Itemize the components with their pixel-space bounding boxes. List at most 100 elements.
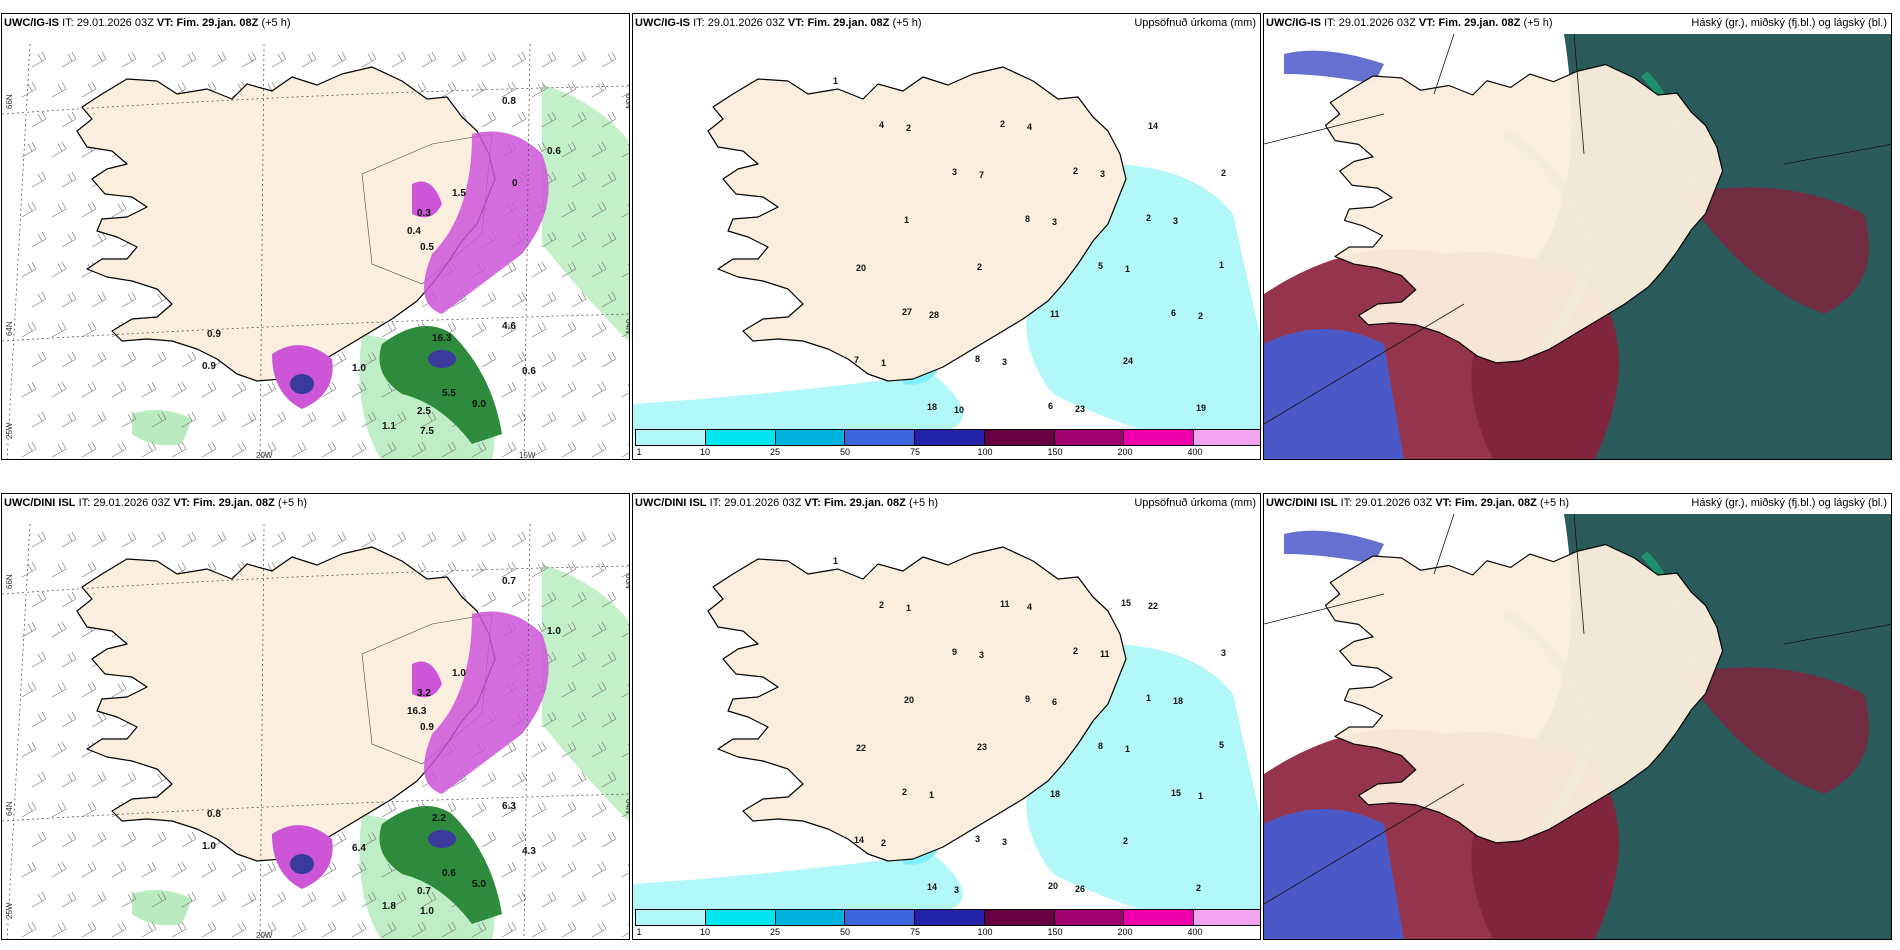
wind-barb [621, 83, 629, 98]
wind-barb [421, 891, 437, 908]
wind-barb [21, 141, 37, 158]
border-line [1264, 33, 1891, 425]
wind-barb [501, 561, 517, 578]
wind-barb [561, 861, 577, 878]
precip-value-label: 1.5 [452, 188, 466, 199]
lat-label: 64N [5, 801, 14, 816]
precip-value-label: 0.4 [407, 226, 421, 237]
wind-barb [271, 411, 287, 428]
wind-barb [601, 711, 617, 728]
wind-barb [561, 261, 577, 278]
wind-barb [591, 201, 607, 218]
colorbar-swatch [636, 430, 706, 445]
accum-value-label: 28 [929, 310, 939, 320]
precip-value-label: 16.3 [432, 333, 452, 344]
wind-barb [561, 561, 577, 578]
precip-value-label: 6.3 [502, 801, 516, 812]
wind-barb [591, 621, 607, 638]
wind-barb [571, 591, 587, 608]
light-precip-area [542, 564, 629, 822]
wind-barb [361, 831, 377, 848]
wind-barb [91, 831, 107, 848]
wind-barb [91, 411, 107, 428]
wind-barb [361, 351, 377, 368]
wind-barb [61, 291, 77, 308]
accum-area [633, 374, 963, 434]
colorbar-tick-label: 75 [909, 927, 921, 937]
wind-barb [151, 411, 167, 428]
lat-label: 66N [5, 574, 14, 589]
wind-barb [481, 831, 497, 848]
accum-value-label: 6 [1052, 697, 1057, 707]
accum-value-label: 7 [854, 355, 859, 365]
wind-barb [231, 381, 247, 398]
map-panel-clouds-dini: UWC/DINI ISL IT: 29.01.2026 03Z VT: Fim.… [1263, 493, 1892, 940]
wind-barb [381, 921, 397, 938]
snow-precip-area [412, 181, 442, 218]
wind-barb [511, 51, 527, 68]
wind-barb [151, 891, 167, 908]
precip-value-label: 1.0 [420, 906, 434, 917]
wind-barb [261, 921, 277, 938]
lon-label: 20W [256, 451, 273, 460]
wind-barb [601, 651, 617, 668]
accum-value-label: 8 [975, 354, 980, 364]
accum-value-label: 9 [1025, 694, 1030, 704]
colorbar: 1 10 25 50 75 100 150 200 400 [633, 909, 1260, 939]
panel-header: UWC/DINI ISL IT: 29.01.2026 03Z VT: Fim.… [4, 497, 307, 509]
wind-barb [121, 771, 137, 788]
wind-barb [331, 531, 347, 548]
wind-barb [141, 441, 157, 458]
panel-header: UWC/DINI ISL IT: 29.01.2026 03Z VT: Fim.… [1266, 497, 1569, 509]
accum-value-label: 2 [1221, 168, 1226, 178]
wind-barb [421, 531, 437, 548]
wind-barb [31, 891, 47, 908]
wind-barb [511, 771, 527, 788]
wind-barb [111, 201, 127, 218]
wind-barb [111, 681, 127, 698]
heavy-precip [272, 131, 549, 444]
precip-value-label: 1.0 [452, 668, 466, 679]
wind-barb [481, 51, 497, 68]
low-cloud-area [1264, 329, 1404, 459]
wind-barb [531, 921, 547, 938]
wind-barb [591, 861, 607, 878]
lon-label: 25W [5, 902, 14, 919]
wind-barb [141, 861, 157, 878]
wind-barb [181, 831, 197, 848]
accum-value-label: 11 [1000, 599, 1010, 609]
accum-value-label: 2 [1123, 836, 1128, 846]
colorbar-swatch [1194, 910, 1260, 925]
wind-barb [231, 921, 247, 938]
map-canvas [1264, 494, 1891, 939]
colorbar-swatch [845, 910, 916, 925]
wind-barb [261, 441, 277, 458]
accum-value-label: 1 [1125, 744, 1130, 754]
accum-value-label: 18 [927, 402, 937, 412]
wind-barb [411, 921, 427, 938]
wind-barb [601, 831, 617, 848]
wind-barb [331, 351, 347, 368]
colorbar-swatch [984, 910, 1055, 925]
wind-barb [471, 561, 487, 578]
wind-barb [621, 263, 629, 278]
wind-barb [621, 383, 629, 398]
accum-value-label: 6 [1171, 308, 1176, 318]
region-borders [1264, 33, 1891, 425]
wind-barb [391, 411, 407, 428]
wind-barb [91, 771, 107, 788]
wind-barb [321, 441, 337, 458]
wind-barb [501, 801, 517, 818]
wind-barb [481, 291, 497, 308]
iceland-landmass [76, 546, 496, 862]
colorbar: 1 10 25 50 75 100 150 200 400 [633, 429, 1260, 459]
wind-barb [501, 261, 517, 278]
accum-value-label: 26 [1075, 884, 1085, 894]
snow-precip-area [424, 131, 549, 314]
precip-value-label: 0.7 [502, 576, 516, 587]
wind-barb [51, 561, 67, 578]
lat-lon-grid [2, 523, 629, 939]
accum-value-label: 1 [1198, 791, 1203, 801]
accum-value-label: 9 [952, 647, 957, 657]
accum-value-label: 20 [1048, 881, 1058, 891]
